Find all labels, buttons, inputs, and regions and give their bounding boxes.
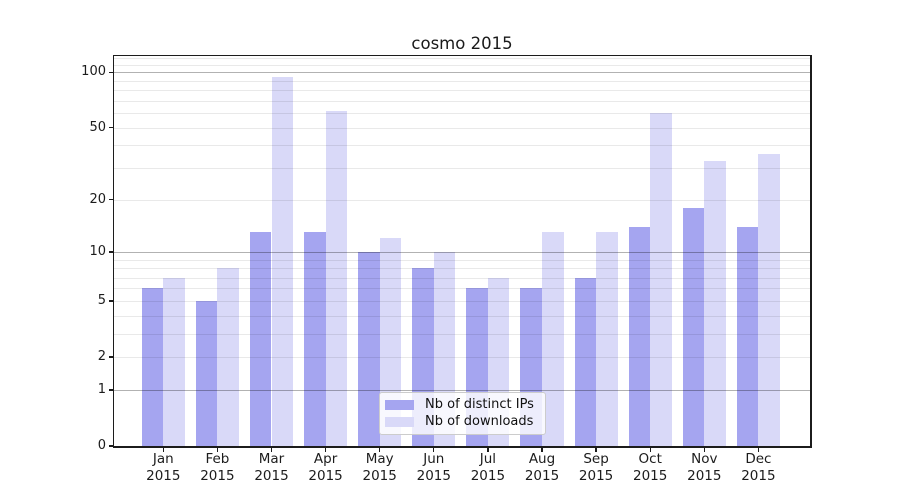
- x-tick-label-jun: Jun 2015: [416, 451, 451, 484]
- right-spine: [810, 54, 812, 448]
- bar-downloads-nov: [704, 160, 726, 446]
- y-gridline-2: [114, 357, 810, 359]
- x-tick-label-oct: Oct 2015: [633, 451, 668, 484]
- bar-downloads-sep: [596, 232, 618, 446]
- y-tick-label-0: 0: [97, 438, 106, 453]
- y-gridline-70: [114, 100, 810, 102]
- legend-swatch-distinct-ips: [385, 399, 414, 411]
- chart-title: cosmo 2015: [411, 34, 513, 53]
- y-gridline-6: [114, 288, 810, 290]
- bar-distinct-ips-oct: [628, 226, 651, 446]
- x-tick-label-jul: Jul 2015: [470, 451, 506, 484]
- x-tick-label-jan: Jan 2015: [146, 451, 181, 484]
- y-gridline-9: [114, 259, 810, 261]
- x-tick-aug: [541, 447, 543, 452]
- y-gridline-30: [114, 168, 810, 169]
- x-tick-dec: [757, 447, 760, 452]
- x-tick-label-feb: Feb 2015: [200, 451, 235, 484]
- y-gridline-60: [114, 113, 810, 115]
- bar-distinct-ips-nov: [682, 207, 705, 446]
- x-tick-label-may: May 2015: [362, 451, 397, 484]
- y-gridline-10: [114, 251, 810, 253]
- y-tick-2: [108, 356, 113, 358]
- x-tick-label-mar: Mar 2015: [254, 451, 289, 484]
- bar-downloads-oct: [650, 113, 672, 446]
- y-tick-label-10: 10: [89, 243, 106, 259]
- x-tick-mar: [270, 447, 273, 452]
- y-tick-label-100: 100: [81, 64, 106, 80]
- y-gridline-40: [114, 145, 810, 147]
- x-tick-label-sep: Sep 2015: [578, 451, 614, 484]
- y-gridline-120: [114, 57, 810, 59]
- y-gridline-100: [114, 72, 810, 74]
- x-tick-oct: [649, 447, 651, 452]
- x-tick-label-apr: Apr 2015: [308, 451, 343, 484]
- x-tick-label-aug: Aug 2015: [524, 451, 560, 484]
- y-tick-5: [108, 300, 113, 302]
- bar-downloads-feb: [217, 268, 239, 446]
- y-tick-label-20: 20: [89, 191, 106, 207]
- bar-distinct-ips-sep: [574, 277, 597, 446]
- x-tick-sep: [595, 447, 597, 452]
- bar-downloads-aug: [542, 232, 564, 446]
- legend: Nb of distinct IPs Nb of downloads: [379, 392, 546, 435]
- y-gridline-80: [114, 90, 810, 92]
- bar-downloads-apr: [325, 110, 348, 446]
- y-tick-10: [108, 251, 113, 253]
- x-tick-apr: [324, 447, 327, 452]
- bar-distinct-ips-mar: [249, 232, 272, 446]
- x-tick-may: [379, 447, 381, 452]
- y-tick-label-5: 5: [97, 292, 106, 308]
- legend-swatch-downloads: [385, 416, 414, 428]
- bar-distinct-ips-feb: [195, 300, 218, 446]
- legend-entry-distinct-ips: Nb of distinct IPs: [385, 398, 545, 412]
- x-tick-jun: [433, 447, 435, 452]
- x-tick-label-nov: Nov 2015: [687, 451, 722, 484]
- y-tick-20: [108, 198, 113, 201]
- legend-label-downloads: Nb of downloads: [425, 414, 534, 429]
- y-gridline-7: [114, 277, 810, 279]
- y-axis: [112, 54, 114, 448]
- legend-label-distinct-ips: Nb of distinct IPs: [425, 397, 534, 412]
- y-tick-50: [108, 127, 113, 129]
- bar-distinct-ips-jan: [141, 288, 164, 446]
- y-gridline-5: [114, 300, 810, 302]
- bar-downloads-jan: [163, 277, 185, 446]
- y-gridline-4: [114, 315, 810, 317]
- x-tick-nov: [703, 447, 705, 452]
- y-gridline-20: [114, 199, 810, 201]
- top-spine: [112, 54, 812, 56]
- y-tick-label-1: 1: [97, 381, 106, 397]
- y-tick-label-50: 50: [89, 119, 106, 135]
- bar-distinct-ips-dec: [736, 226, 759, 446]
- y-gridline-1: [114, 389, 810, 391]
- x-tick-jan: [162, 447, 164, 452]
- bar-downloads-dec: [758, 153, 780, 446]
- legend-entry-downloads: Nb of downloads: [385, 415, 545, 429]
- plot-area: [114, 56, 810, 446]
- x-tick-jul: [487, 447, 489, 452]
- y-gridline-110: [114, 64, 810, 66]
- y-tick-label-2: 2: [97, 349, 106, 365]
- y-tick-0: [108, 445, 113, 447]
- x-axis: [112, 446, 812, 448]
- y-gridline-8: [114, 268, 810, 270]
- y-gridline-3: [114, 333, 810, 335]
- bar-downloads-mar: [271, 77, 294, 446]
- x-tick-feb: [216, 447, 219, 452]
- bar-distinct-ips-apr: [304, 232, 326, 446]
- y-tick-1: [108, 389, 113, 391]
- x-tick-label-dec: Dec 2015: [741, 451, 776, 484]
- y-tick-100: [108, 71, 113, 74]
- y-gridline-50: [114, 127, 810, 129]
- bar-distinct-ips-may: [358, 251, 380, 446]
- y-gridline-90: [114, 80, 810, 82]
